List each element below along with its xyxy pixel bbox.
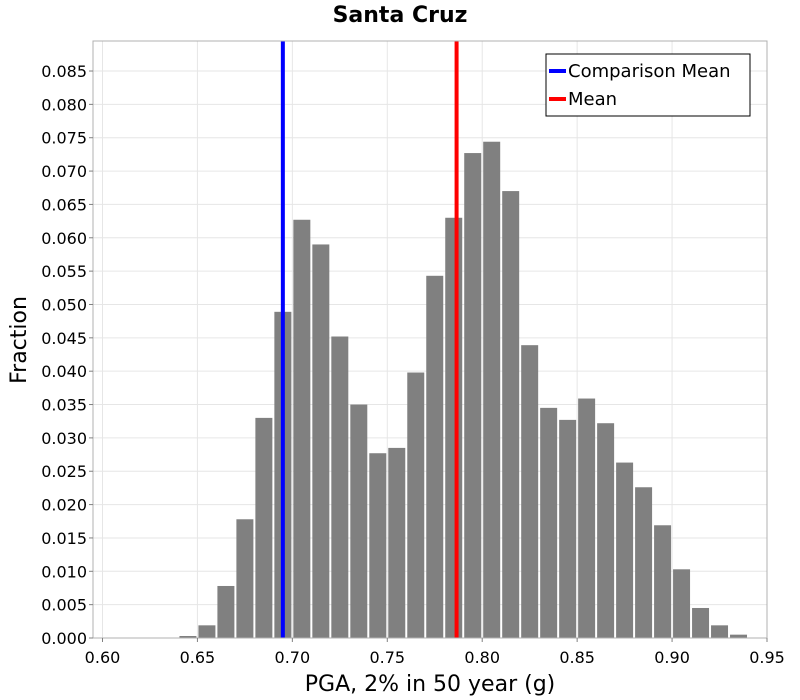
y-tick-label: 0.040: [41, 362, 87, 381]
y-tick-label: 0.005: [41, 596, 87, 615]
x-axis-title: PGA, 2% in 50 year (g): [305, 672, 556, 697]
histogram-bar: [635, 487, 653, 638]
histogram-bar: [654, 525, 672, 638]
histogram-bar: [388, 447, 406, 638]
histogram-bar: [616, 462, 634, 638]
histogram-bar: [692, 607, 710, 638]
y-tick-label: 0.010: [41, 562, 87, 581]
y-tick-label: 0.055: [41, 262, 87, 281]
histogram-bars: [179, 141, 748, 639]
histogram-bar: [369, 453, 387, 638]
histogram-bar: [483, 141, 501, 638]
plot-area-border: [92, 40, 768, 639]
histogram-bar: [464, 153, 482, 639]
chart-title: Santa Cruz: [333, 3, 468, 28]
histogram-bar: [711, 625, 729, 638]
y-tick-label: 0.075: [41, 129, 87, 148]
y-tick-label: 0.015: [41, 529, 87, 548]
histogram-bar: [521, 345, 539, 638]
y-tick-label: 0.060: [41, 229, 87, 248]
legend-label: Comparison Mean: [568, 61, 731, 82]
histogram-bar: [255, 417, 273, 638]
histogram-bar: [426, 275, 444, 638]
y-tick-label: 0.050: [41, 295, 87, 314]
x-tick-label: 0.75: [369, 648, 405, 667]
histogram-bar: [236, 519, 254, 638]
y-tick-label: 0.025: [41, 462, 87, 481]
x-tick-label: 0.85: [559, 648, 595, 667]
y-axis-title: Fraction: [7, 296, 32, 384]
histogram-bar: [407, 372, 425, 638]
histogram-bar: [502, 191, 520, 638]
histogram-bar: [673, 569, 691, 638]
legend-box: [545, 53, 751, 117]
y-tick-label: 0.070: [41, 162, 87, 181]
y-tick-label: 0.030: [41, 429, 87, 448]
y-tick-label: 0.045: [41, 329, 87, 348]
histogram-bar: [198, 625, 216, 638]
x-tick-label: 0.60: [85, 648, 121, 667]
y-tick-label: 0.020: [41, 496, 87, 515]
histogram-bar: [578, 398, 596, 638]
y-tick-label: 0.035: [41, 396, 87, 415]
x-tick-label: 0.80: [464, 648, 500, 667]
histogram-bar: [730, 634, 748, 638]
legend: Comparison Mean Mean: [545, 53, 751, 117]
legend-label: Mean: [568, 89, 617, 110]
y-tick-label: 0.080: [41, 95, 87, 114]
grid: [93, 41, 768, 639]
histogram-bar: [217, 585, 235, 638]
mean-lines: [280, 41, 459, 638]
y-tick-label: 0.000: [41, 629, 87, 648]
y-tick-label: 0.085: [41, 62, 87, 81]
y-axis-ticks: 0.000 0.005 0.010 0.015 0.020 0.025 0.030 0.035…: [41, 62, 93, 648]
x-tick-label: 0.70: [275, 648, 311, 667]
x-tick-label: 0.90: [654, 648, 690, 667]
histogram-bar: [293, 219, 311, 638]
histogram-bar: [597, 423, 615, 638]
histogram-bar: [312, 244, 330, 638]
histogram-bar: [179, 635, 197, 638]
x-axis-ticks: 0.60 0.65 0.70 0.75 0.80 0.85 0.90 0.95: [85, 638, 785, 667]
x-tick-label: 0.65: [180, 648, 216, 667]
histogram-bar: [540, 407, 558, 638]
y-tick-label: 0.065: [41, 195, 87, 214]
x-tick-label: 0.95: [749, 648, 785, 667]
histogram-bar: [445, 217, 463, 638]
histogram-bar: [350, 404, 368, 638]
histogram-bar: [331, 336, 349, 638]
histogram-bar: [559, 419, 577, 638]
